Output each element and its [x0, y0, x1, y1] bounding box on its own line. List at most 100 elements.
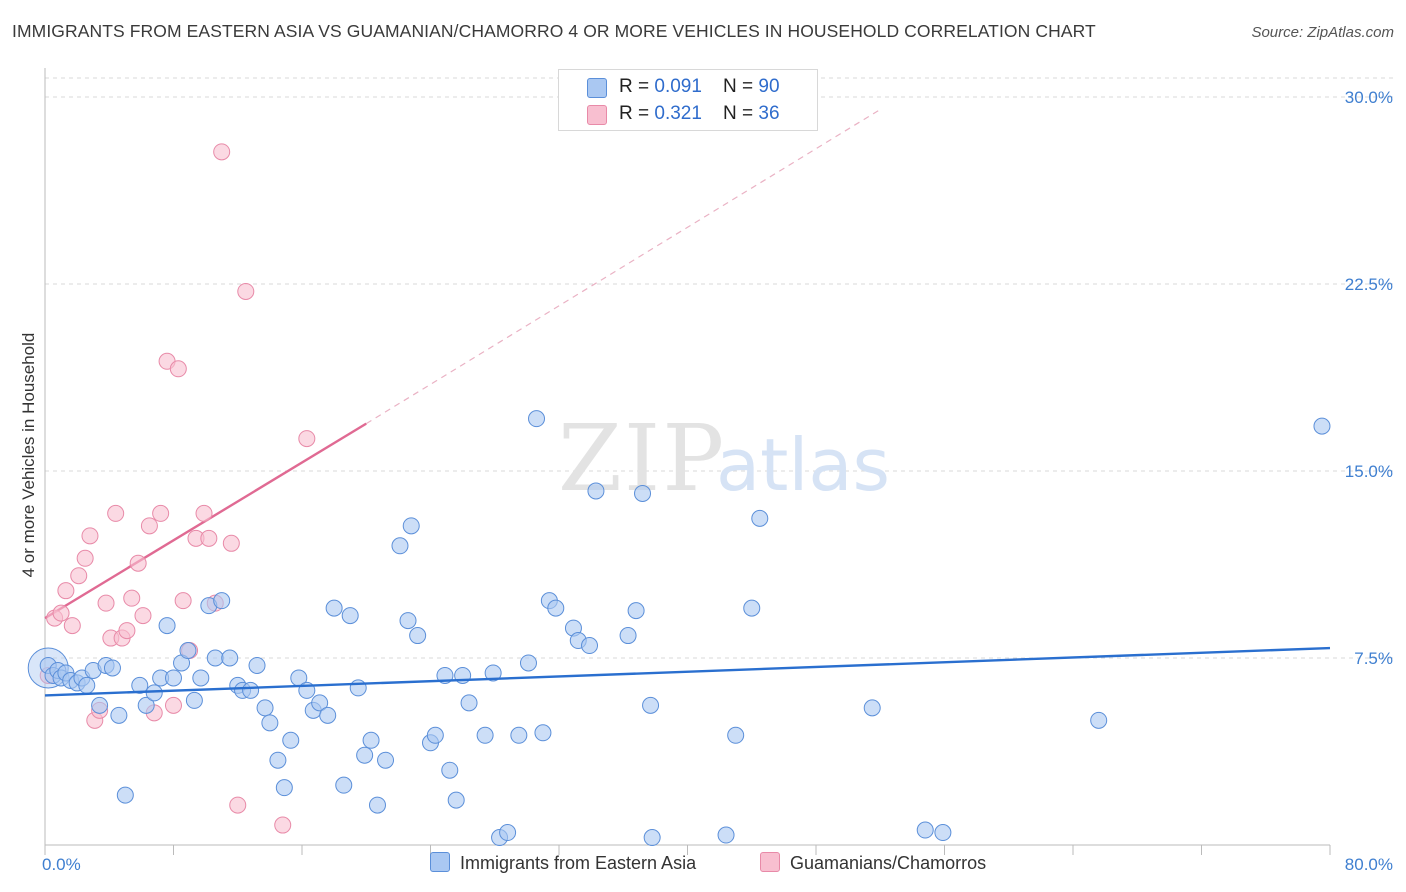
- data-point-eastern-asia: [206, 649, 224, 667]
- data-point-eastern-asia: [519, 654, 537, 672]
- trend-line-eastern-asia: [44, 646, 1331, 697]
- grid-lines: [45, 77, 1395, 659]
- data-point-guamanians: [274, 816, 292, 834]
- data-point-eastern-asia: [634, 484, 652, 502]
- data-point-eastern-asia: [619, 627, 637, 645]
- data-point-eastern-asia: [743, 599, 761, 617]
- data-point-eastern-asia: [581, 637, 599, 655]
- legend-n-label: N =: [723, 103, 759, 124]
- axes: [44, 68, 1331, 855]
- legend-r-value: 0.091: [654, 76, 702, 97]
- data-point-eastern-asia: [282, 731, 300, 749]
- data-point-eastern-asia: [335, 776, 353, 794]
- data-point-eastern-asia: [916, 821, 934, 839]
- bottom-legend-guamanians: Guamanians/Chamorros: [760, 852, 986, 874]
- data-point-eastern-asia: [510, 726, 528, 744]
- correlation-legend: R = 0.091 N = 90 R = 0.321 N = 36: [558, 69, 818, 131]
- data-point-guamanians: [76, 549, 94, 567]
- tick-labels: 7.5% 15.0% 22.5% 30.0% 0.0% 80.0%: [42, 88, 1393, 874]
- data-point-eastern-asia: [1090, 711, 1108, 729]
- data-point-eastern-asia: [863, 699, 881, 717]
- bottom-legend-eastern-asia: Immigrants from Eastern Asia: [430, 852, 696, 874]
- y-tick-label: 22.5%: [1345, 275, 1393, 294]
- data-point-eastern-asia: [242, 681, 260, 699]
- data-point-eastern-asia: [1313, 417, 1331, 435]
- y-tick-label: 30.0%: [1345, 88, 1393, 107]
- data-point-guamanians: [200, 529, 218, 547]
- legend-r-label: R =: [619, 103, 655, 124]
- data-point-eastern-asia: [158, 617, 176, 635]
- data-point-eastern-asia: [256, 699, 274, 717]
- data-point-guamanians: [140, 517, 158, 535]
- data-point-eastern-asia: [476, 726, 494, 744]
- data-point-eastern-asia: [391, 537, 409, 555]
- data-point-eastern-asia: [547, 599, 565, 617]
- data-point-eastern-asia: [528, 410, 546, 428]
- data-point-eastern-asia: [319, 706, 337, 724]
- data-point-eastern-asia: [275, 779, 293, 797]
- data-point-eastern-asia: [460, 694, 478, 712]
- data-point-guamanians: [222, 534, 240, 552]
- data-point-eastern-asia: [441, 761, 459, 779]
- x-tick-label-min: 0.0%: [42, 855, 81, 874]
- data-point-eastern-asia: [131, 676, 149, 694]
- data-point-eastern-asia: [179, 642, 197, 660]
- data-point-eastern-asia: [221, 649, 239, 667]
- data-point-guamanians: [165, 696, 182, 714]
- data-point-guamanians: [152, 504, 170, 522]
- data-point-guamanians: [107, 504, 125, 522]
- bottom-legend-label: Immigrants from Eastern Asia: [460, 853, 697, 873]
- watermark-atlas: atlas: [716, 423, 890, 507]
- blue-swatch: [430, 852, 450, 872]
- data-point-eastern-asia: [627, 602, 645, 620]
- data-point-eastern-asia: [341, 607, 359, 625]
- data-point-eastern-asia: [377, 751, 395, 769]
- data-point-eastern-asia: [402, 517, 420, 535]
- data-point-eastern-asia: [349, 679, 367, 697]
- data-point-guamanians: [169, 360, 187, 378]
- data-point-guamanians: [123, 589, 141, 607]
- data-point-eastern-asia: [269, 751, 287, 769]
- data-point-eastern-asia: [192, 669, 210, 687]
- legend-r-label: R =: [619, 76, 655, 97]
- data-point-guamanians: [195, 504, 213, 522]
- data-point-guamanians: [57, 582, 75, 600]
- data-point-eastern-asia: [165, 669, 182, 687]
- data-point-eastern-asia: [103, 659, 121, 677]
- legend-n-value: 36: [758, 103, 780, 124]
- data-point-guamanians: [129, 554, 147, 572]
- pink-swatch: [587, 105, 607, 125]
- trend-line-guamanians-extrapolated: [365, 108, 881, 425]
- legend-r-value: 0.321: [654, 103, 702, 124]
- x-tick-label-max: 80.0%: [1345, 855, 1393, 874]
- blue-swatch: [587, 78, 607, 98]
- data-point-eastern-asia: [587, 482, 605, 500]
- pink-swatch: [760, 852, 780, 872]
- data-point-eastern-asia: [145, 684, 163, 702]
- y-tick-label: 7.5%: [1354, 649, 1393, 668]
- data-point-eastern-asia: [311, 694, 329, 712]
- source-credit: Source: ZipAtlas.com: [1251, 24, 1394, 41]
- data-point-guamanians: [213, 143, 231, 161]
- data-point-eastern-asia: [185, 691, 203, 709]
- data-point-guamanians: [298, 430, 316, 448]
- data-point-eastern-asia: [751, 509, 769, 527]
- data-point-eastern-asia: [248, 656, 266, 674]
- data-point-guamanians: [70, 567, 88, 585]
- data-point-guamanians: [174, 592, 192, 610]
- data-point-guamanians: [97, 594, 115, 612]
- chart-title: IMMIGRANTS FROM EASTERN ASIA VS GUAMANIA…: [12, 21, 1096, 41]
- data-point-eastern-asia: [642, 696, 660, 714]
- data-point-eastern-asia: [934, 824, 952, 842]
- data-point-eastern-asia: [116, 786, 134, 804]
- data-point-guamanians: [134, 607, 152, 625]
- y-tick-label: 15.0%: [1345, 462, 1393, 481]
- bottom-legend-label: Guamanians/Chamorros: [790, 853, 987, 873]
- data-point-eastern-asia: [356, 746, 374, 764]
- data-point-eastern-asia: [362, 731, 380, 749]
- data-point-eastern-asia: [325, 599, 343, 617]
- data-point-eastern-asia: [643, 829, 661, 847]
- data-point-guamanians: [52, 604, 70, 622]
- data-point-eastern-asia: [717, 826, 735, 844]
